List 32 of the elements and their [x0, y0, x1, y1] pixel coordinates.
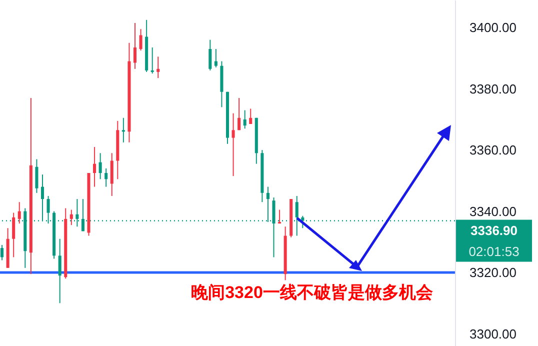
candlestick [93, 146, 96, 188]
candlestick [249, 108, 252, 125]
y-tick-label: 3320.00 [470, 265, 516, 280]
candlestick [98, 152, 102, 180]
candlestick [104, 168, 108, 188]
candlestick [156, 56, 160, 79]
y-tick-label: 3400.00 [470, 20, 516, 36]
candlestick [122, 117, 125, 143]
candlestick [133, 22, 137, 70]
candlestick [58, 238, 62, 304]
candlestick [150, 46, 154, 74]
candlestick [214, 48, 218, 68]
candlestick [12, 212, 16, 258]
candlestick [278, 209, 282, 224]
candlestick [35, 158, 38, 194]
candlestick [232, 112, 235, 177]
candlestick [139, 28, 142, 52]
candlestick [18, 202, 21, 224]
text: 02:01:53 [468, 244, 520, 259]
candlestick [208, 39, 212, 71]
candlestick [238, 97, 241, 131]
candlestick [70, 209, 73, 226]
annotation: 晚间3320一线不破皆是做多机会 [191, 283, 434, 302]
y-tick-label: 3300.00 [470, 326, 516, 342]
candlestick [0, 244, 4, 261]
candlestick [243, 110, 246, 130]
ref-line-label: 3336.90 [470, 222, 518, 238]
candlestick [301, 215, 304, 229]
y-tick-label: 3360.00 [470, 142, 516, 158]
y-tick-label: 3340.00 [470, 204, 516, 219]
candlestick [110, 152, 114, 196]
y-tick-label: 3380.00 [470, 81, 516, 96]
